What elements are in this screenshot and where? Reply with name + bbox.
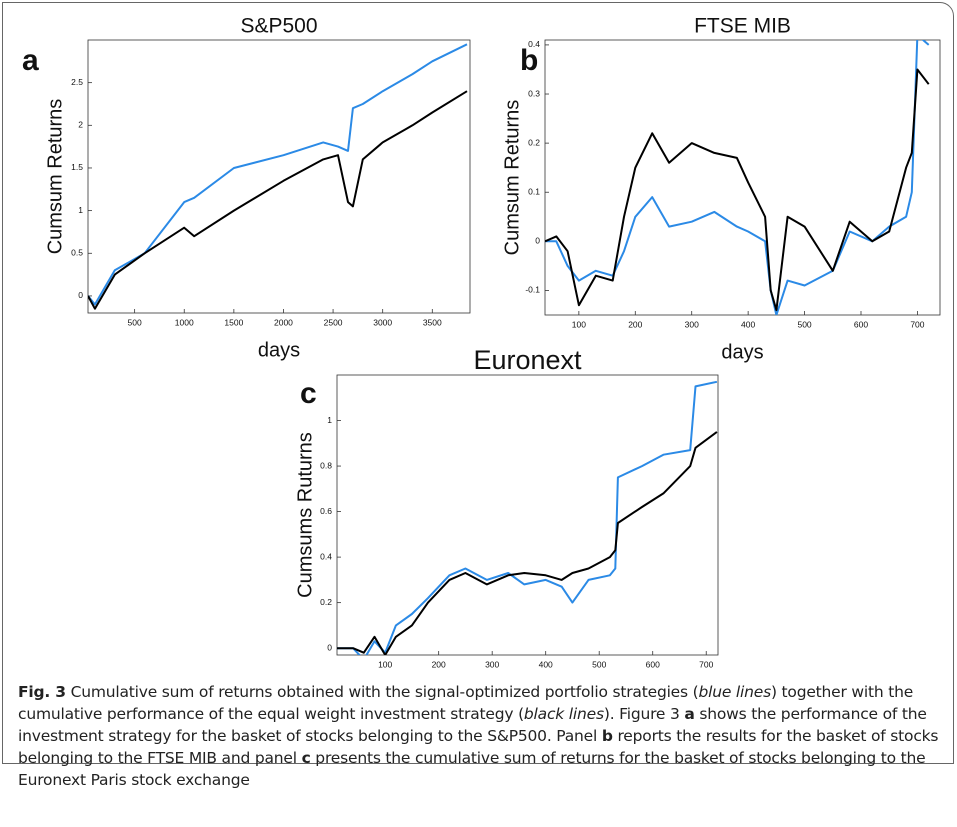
figure-frame [2, 2, 954, 764]
chart-title: Euronext [473, 345, 582, 375]
caption-text: presents the cumulative sum of returns f… [18, 749, 926, 789]
x-tick-label: 3500 [423, 317, 442, 327]
x-tick-label: 1000 [175, 317, 194, 327]
x-tick-label: 2500 [324, 317, 343, 327]
y-tick-label: 0 [327, 642, 332, 652]
y-axis-label: Cumsums Ruturns [294, 432, 316, 598]
caption-text: ). Figure 3 [603, 705, 685, 723]
x-tick-label: 100 [572, 319, 586, 329]
data-line [88, 43, 468, 306]
panel-label: c [300, 377, 317, 410]
x-tick-label: 600 [854, 319, 868, 329]
y-tick-label: 0.2 [528, 137, 540, 147]
y-tick-label: 1 [78, 205, 83, 215]
x-tick-label: 300 [685, 319, 699, 329]
x-tick-label: 500 [128, 317, 142, 327]
y-tick-label: 1 [327, 415, 332, 425]
y-tick-label: 2.5 [71, 77, 83, 87]
x-axis-label: days [258, 339, 300, 361]
y-tick-label: -0.1 [525, 285, 540, 295]
caption-text: a [684, 705, 695, 723]
panel-label: a [22, 44, 39, 77]
caption: Fig. 3 Cumulative sum of returns obtaine… [18, 681, 946, 791]
y-axis-label: Cumsum Returns [44, 99, 66, 255]
x-axis-label: days [721, 341, 763, 363]
plot-area [336, 374, 719, 656]
y-tick-label: 0.5 [71, 248, 83, 258]
x-tick-label: 3000 [373, 317, 392, 327]
data-line [545, 40, 930, 315]
caption-text: shows the performance of the investment … [18, 705, 927, 745]
caption-text: c [301, 749, 311, 767]
x-tick-label: 500 [797, 319, 811, 329]
caption-text: ) together with the cumulative performan… [18, 683, 914, 723]
data-line [545, 68, 930, 312]
x-tick-label: 500 [592, 659, 606, 669]
chart-title: FTSE MIB [694, 15, 791, 38]
panel-label: b [520, 44, 538, 77]
x-tick-label: 400 [741, 319, 755, 329]
caption-text: Cumulative sum of returns obtained with … [65, 683, 699, 701]
chart-title: S&P500 [240, 15, 317, 38]
data-line [337, 431, 718, 655]
data-line [337, 380, 718, 655]
y-tick-label: 1.5 [71, 162, 83, 172]
x-tick-label: 100 [378, 659, 392, 669]
y-tick-label: 0.6 [320, 506, 332, 516]
data-line [88, 90, 468, 310]
x-tick-label: 300 [485, 659, 499, 669]
y-axis-label: Cumsum Returns [501, 100, 523, 256]
y-tick-label: 2 [78, 120, 83, 130]
plot-area [544, 39, 941, 316]
y-tick-label: 0 [78, 290, 83, 300]
caption-text: black lines [523, 705, 604, 723]
caption-text: blue lines [698, 683, 771, 701]
y-tick-label: 0 [535, 236, 540, 246]
y-tick-label: 0.4 [528, 39, 540, 49]
y-tick-label: 0.3 [528, 88, 540, 98]
caption-text: b [601, 727, 613, 745]
x-tick-label: 1500 [224, 317, 243, 327]
plot-area [87, 39, 471, 314]
x-tick-label: 600 [646, 659, 660, 669]
y-tick-label: 0.4 [320, 551, 332, 561]
y-tick-label: 0.2 [320, 597, 332, 607]
x-tick-label: 2000 [274, 317, 293, 327]
caption-label: Fig. 3 [18, 683, 66, 701]
x-tick-label: 200 [628, 319, 642, 329]
x-tick-label: 400 [539, 659, 553, 669]
caption-text: reports the results for the basket of st… [18, 727, 939, 767]
x-tick-label: 200 [432, 659, 446, 669]
y-tick-label: 0.8 [320, 460, 332, 470]
x-tick-label: 700 [699, 659, 713, 669]
x-tick-label: 700 [910, 319, 924, 329]
y-tick-label: 0.1 [528, 186, 540, 196]
